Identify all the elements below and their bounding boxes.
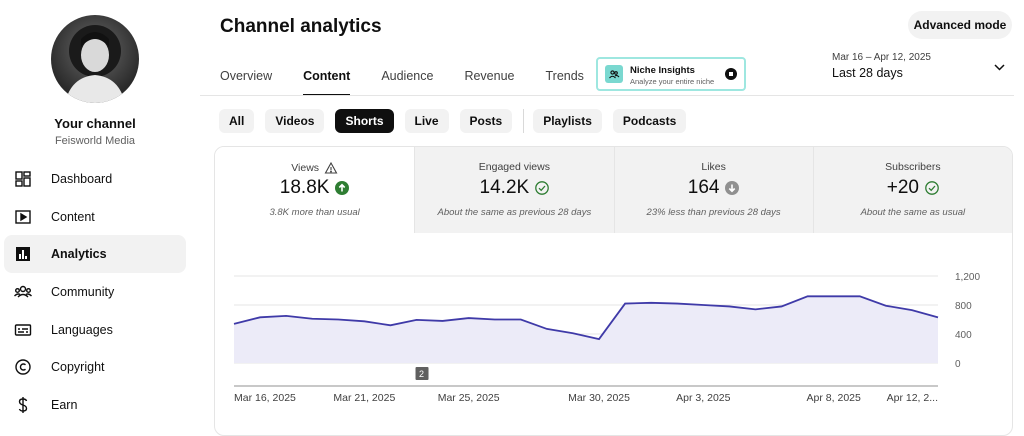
metric-label: Views [291,162,320,174]
niche-insights-button[interactable]: Niche Insights Analyze your entire niche [596,57,746,91]
metric-comparison: About the same as usual [860,207,966,218]
series-line [233,295,939,341]
niche-insights-subtitle: Analyze your entire niche [630,77,715,86]
metrics-card: Views 18.8K 3.8K more than usual Engaged… [214,146,1013,436]
metric-label: Subscribers [885,161,941,173]
chip-playlists[interactable]: Playlists [533,109,602,133]
x-tick-label: Apr 8, 2025 [807,392,861,404]
metric-label: Engaged views [478,161,550,173]
niche-insights-title: Niche Insights [630,65,695,76]
languages-icon [14,321,32,339]
x-tick-label: Mar 16, 2025 [234,392,296,404]
niche-insights-logo-icon [725,68,737,80]
page-title: Channel analytics [220,16,382,37]
sidebar-item-label: Copyright [51,360,105,375]
sidebar-item-languages[interactable]: Languages [4,311,186,349]
metric-value: 14.2K [479,177,530,198]
check-circle-icon [535,181,550,195]
sidebar-item-label: Dashboard [51,171,113,186]
metric-label: Likes [701,161,726,173]
chip-videos[interactable]: Videos [265,109,325,133]
views-chart[interactable]: 0 400 800 1,200 2 Mar 16, 2025 Mar 21, 2025 Mar… [215,233,1013,436]
sidebar-nav: Dashboard Content Analytics Community La… [4,160,186,424]
content-type-filters: All Videos Shorts Live Posts Playlists P… [219,109,697,133]
video-marker [415,367,429,380]
metric-likes[interactable]: Likes 164 23% less than previous 28 days [613,147,813,233]
tab-trends[interactable]: Trends [545,69,584,83]
sidebar: Your channel Feisworld Media Dashboard C… [0,0,200,421]
community-icon [14,283,32,301]
date-range: Mar 16 – Apr 12, 2025 [832,52,931,63]
sidebar-item-community[interactable]: Community [4,273,186,311]
date-period-label[interactable]: Last 28 days [832,66,903,80]
warning-icon[interactable] [324,161,338,175]
metric-value: 18.8K [279,177,330,198]
chip-shorts[interactable]: Shorts [335,109,394,133]
chip-podcasts[interactable]: Podcasts [612,109,687,133]
video-marker-label: 2 [419,369,424,379]
tabs-divider [200,95,1014,96]
y-tick-label: 800 [955,301,972,312]
sidebar-item-label: Earn [51,397,78,412]
chip-divider [523,109,525,133]
analytics-icon [14,245,32,263]
sidebar-item-content[interactable]: Content [4,198,186,236]
sidebar-item-label: Analytics [51,247,107,262]
copyright-icon [14,358,32,376]
chip-live[interactable]: Live [404,109,449,133]
metric-engaged-views[interactable]: Engaged views 14.2K About the same as pr… [414,147,614,233]
sidebar-item-label: Content [51,209,95,224]
tab-overview[interactable]: Overview [220,69,273,83]
arrow-up-icon [335,181,350,195]
area-fill [234,296,938,363]
chip-posts[interactable]: Posts [459,109,513,133]
x-tick-label: Apr 3, 2025 [676,392,730,404]
metric-value: 164 [687,177,720,198]
y-tick-label: 0 [955,359,961,370]
arrow-down-icon [725,181,740,195]
y-tick-label: 1,200 [955,272,980,283]
x-tick-label: Mar 21, 2025 [333,392,395,404]
metric-views[interactable]: Views 18.8K 3.8K more than usual [215,147,415,233]
channel-name: Feisworld Media [54,135,136,147]
sidebar-item-label: Community [51,284,115,299]
metric-comparison: 23% less than previous 28 days [646,207,781,218]
dashboard-icon [14,170,32,188]
channel-title: Your channel [54,116,136,131]
tab-revenue[interactable]: Revenue [464,69,515,83]
sidebar-item-copyright[interactable]: Copyright [4,348,186,386]
sidebar-item-label: Languages [51,322,113,337]
check-circle-icon [925,181,939,195]
y-tick-label: 400 [955,330,972,341]
chevron-down-icon[interactable] [993,61,1006,74]
x-tick-label: Mar 25, 2025 [438,392,500,404]
metric-comparison: About the same as previous 28 days [437,207,592,218]
tab-audience[interactable]: Audience [381,69,434,83]
chip-all[interactable]: All [219,109,255,133]
earn-icon [14,396,32,414]
metric-comparison: 3.8K more than usual [269,207,360,218]
sidebar-item-dashboard[interactable]: Dashboard [4,160,186,198]
tab-content[interactable]: Content [303,60,351,96]
x-tick-label: Apr 12, 2... [887,392,938,404]
x-tick-label: Mar 30, 2025 [568,392,630,404]
niche-insights-icon [605,65,623,83]
content-icon [14,208,32,226]
analytics-tabs: Overview Content Audience Revenue Trends [220,60,615,96]
metric-tabs: Views 18.8K 3.8K more than usual Engaged… [215,147,1012,233]
advanced-mode-button[interactable]: Advanced mode [908,11,1012,39]
sidebar-item-analytics[interactable]: Analytics [4,235,186,274]
metric-value: +20 [886,177,919,198]
avatar[interactable] [51,15,139,103]
metric-subscribers[interactable]: Subscribers +20 About the same as usual [812,147,1012,233]
sidebar-item-earn[interactable]: Earn [4,386,186,424]
